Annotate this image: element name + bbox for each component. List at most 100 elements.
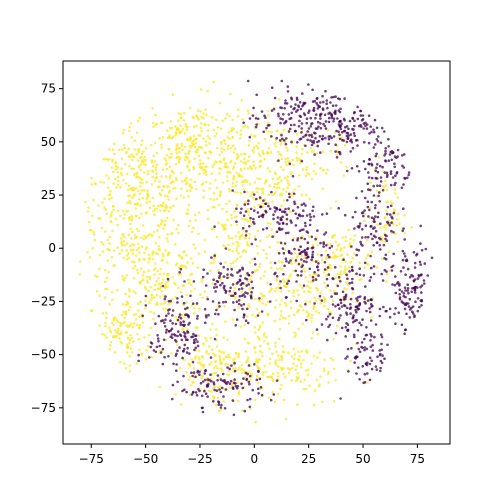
point bbox=[185, 390, 188, 394]
point bbox=[300, 159, 304, 163]
point bbox=[322, 100, 325, 104]
point bbox=[175, 197, 178, 200]
point bbox=[284, 207, 287, 211]
point bbox=[195, 302, 199, 305]
point bbox=[226, 179, 229, 183]
point bbox=[376, 184, 379, 187]
point bbox=[238, 174, 241, 177]
point bbox=[210, 227, 214, 231]
point bbox=[292, 295, 296, 298]
point bbox=[249, 216, 252, 220]
point bbox=[369, 188, 372, 192]
point bbox=[158, 209, 162, 212]
point bbox=[279, 280, 282, 283]
point bbox=[273, 192, 276, 195]
point bbox=[314, 116, 317, 120]
point bbox=[257, 215, 261, 219]
point bbox=[394, 181, 397, 185]
point bbox=[138, 323, 142, 327]
point bbox=[217, 301, 221, 305]
point bbox=[391, 283, 394, 286]
point bbox=[275, 363, 278, 366]
point bbox=[253, 235, 256, 239]
point bbox=[352, 239, 356, 242]
point bbox=[332, 135, 336, 138]
point bbox=[175, 369, 178, 373]
point bbox=[232, 367, 235, 371]
point bbox=[242, 315, 246, 319]
point bbox=[291, 238, 295, 242]
point bbox=[328, 323, 332, 327]
point bbox=[113, 316, 117, 319]
point bbox=[204, 180, 208, 184]
point bbox=[376, 170, 380, 174]
point bbox=[308, 172, 311, 176]
point bbox=[360, 190, 364, 193]
point bbox=[164, 206, 167, 209]
point bbox=[196, 148, 199, 151]
point bbox=[374, 235, 377, 239]
point bbox=[277, 97, 281, 101]
point bbox=[322, 296, 326, 299]
point bbox=[296, 141, 299, 144]
point bbox=[257, 152, 261, 156]
point bbox=[394, 291, 398, 295]
point bbox=[358, 350, 362, 354]
point bbox=[174, 263, 178, 267]
point bbox=[295, 98, 299, 101]
point bbox=[290, 97, 294, 101]
point bbox=[138, 348, 141, 352]
point bbox=[331, 316, 335, 320]
point bbox=[132, 313, 135, 317]
point bbox=[232, 176, 236, 179]
point bbox=[280, 383, 283, 387]
point bbox=[191, 374, 194, 378]
point bbox=[341, 136, 344, 140]
point bbox=[182, 331, 186, 334]
point bbox=[183, 347, 186, 351]
point bbox=[275, 379, 279, 383]
point bbox=[209, 150, 213, 154]
point bbox=[275, 287, 278, 290]
point bbox=[170, 126, 174, 130]
point bbox=[252, 217, 255, 221]
point bbox=[108, 242, 111, 245]
point bbox=[368, 208, 371, 212]
point bbox=[300, 254, 304, 257]
point bbox=[261, 213, 265, 217]
point bbox=[182, 320, 185, 323]
point bbox=[218, 305, 221, 308]
point bbox=[286, 367, 290, 370]
point bbox=[242, 125, 245, 129]
point bbox=[247, 112, 250, 115]
point bbox=[331, 303, 335, 306]
point bbox=[343, 144, 347, 147]
point bbox=[160, 146, 163, 149]
point bbox=[246, 241, 249, 244]
point bbox=[87, 206, 90, 209]
point bbox=[90, 177, 93, 180]
point bbox=[374, 154, 378, 158]
point bbox=[224, 223, 227, 227]
point bbox=[254, 351, 257, 354]
point bbox=[130, 322, 133, 326]
point bbox=[294, 379, 298, 382]
point bbox=[199, 88, 203, 91]
point bbox=[279, 218, 283, 222]
point bbox=[90, 309, 94, 313]
point bbox=[177, 119, 180, 123]
point bbox=[185, 176, 188, 179]
point bbox=[110, 321, 114, 325]
point bbox=[125, 151, 129, 154]
point bbox=[192, 226, 195, 230]
point bbox=[217, 403, 221, 407]
point bbox=[151, 253, 154, 256]
point bbox=[365, 123, 369, 126]
point bbox=[280, 204, 283, 208]
point bbox=[297, 174, 301, 177]
point bbox=[367, 188, 370, 191]
point bbox=[131, 196, 134, 199]
point bbox=[343, 119, 346, 122]
point bbox=[193, 157, 196, 160]
point bbox=[192, 125, 196, 129]
